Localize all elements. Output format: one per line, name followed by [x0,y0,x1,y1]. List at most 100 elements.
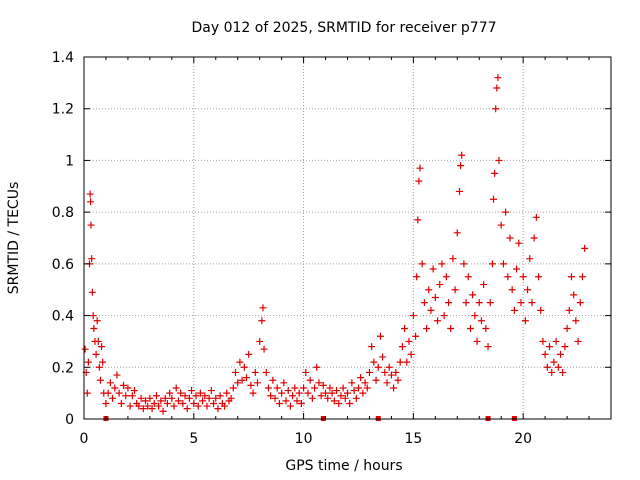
data-point [462,299,470,307]
data-point [458,151,466,159]
data-point [177,389,185,397]
data-point [104,389,112,397]
data-point [264,384,272,392]
data-point [550,358,558,366]
data-point [249,389,257,397]
data-point [453,229,461,237]
x-tick-label: 10 [295,431,313,447]
data-points [81,74,589,415]
data-point [291,384,299,392]
data-point [471,312,479,320]
data-point [259,304,267,312]
data-point [354,384,362,392]
data-point [88,288,96,296]
data-point [120,381,128,389]
data-point [492,105,500,113]
data-point [442,273,450,281]
data-point [315,379,323,387]
data-point [515,239,523,247]
data-point [240,363,248,371]
data-point [183,405,191,413]
data-point [236,358,244,366]
data-point [473,337,481,345]
data-point [311,384,319,392]
data-point [416,164,424,172]
x-axis-label: GPS time / hours [285,458,402,474]
data-point [423,325,431,332]
data-point [576,299,584,307]
data-point [491,169,499,177]
data-point [188,387,196,395]
data-point [324,394,332,402]
data-point [337,392,345,400]
x-tick-label: 5 [189,431,198,447]
data-point [401,325,409,332]
data-point [460,260,468,268]
data-point [346,399,354,407]
data-point [194,402,202,410]
data-point [494,74,502,82]
data-point [128,392,136,400]
data-point [466,325,474,332]
data-point [94,337,102,345]
data-point [477,317,485,325]
data-point [469,291,477,299]
data-point [150,399,158,407]
data-point [163,399,171,407]
y-tick-label: 1.2 [52,102,74,118]
data-point [238,376,246,384]
data-point [438,260,446,268]
data-point [532,213,540,221]
data-point [89,312,97,320]
data-point [504,273,512,281]
data-point [190,399,198,407]
data-point [83,389,91,397]
data-point [93,317,101,325]
data-point [214,405,222,413]
data-point [484,343,492,351]
y-tick-label: 1.4 [52,50,74,66]
data-point [139,405,147,413]
data-point [475,299,483,307]
data-point [339,384,347,392]
data-point [196,389,204,397]
data-point [541,350,549,358]
data-point [429,265,437,273]
data-point [96,376,104,384]
data-point [81,345,89,353]
data-point [506,234,514,242]
data-point [455,187,463,195]
data-point [510,306,518,314]
data-point [413,273,421,281]
data-point [300,384,308,392]
data-point [232,368,240,376]
data-point [201,392,209,400]
data-point [499,260,507,268]
data-point [543,363,551,371]
data-point [548,368,556,376]
data-point [482,325,490,332]
data-point [486,299,494,307]
data-point [86,190,94,198]
data-point [141,397,149,405]
data-point [168,394,176,402]
data-point [166,389,174,397]
data-point [245,350,253,358]
data-point [451,286,459,294]
data-point [99,358,107,366]
data-point [570,291,578,299]
data-point [124,384,132,392]
data-point [526,255,534,263]
data-point [407,350,415,358]
y-tick-label: 0.6 [52,257,74,273]
data-point [234,379,242,387]
data-point [440,312,448,320]
data-point [256,337,264,345]
data-point [203,402,211,410]
data-point [322,389,330,397]
data-point [567,273,575,281]
data-point [170,402,178,410]
data-point [524,286,532,294]
data-point [449,255,457,263]
data-point [282,397,290,405]
